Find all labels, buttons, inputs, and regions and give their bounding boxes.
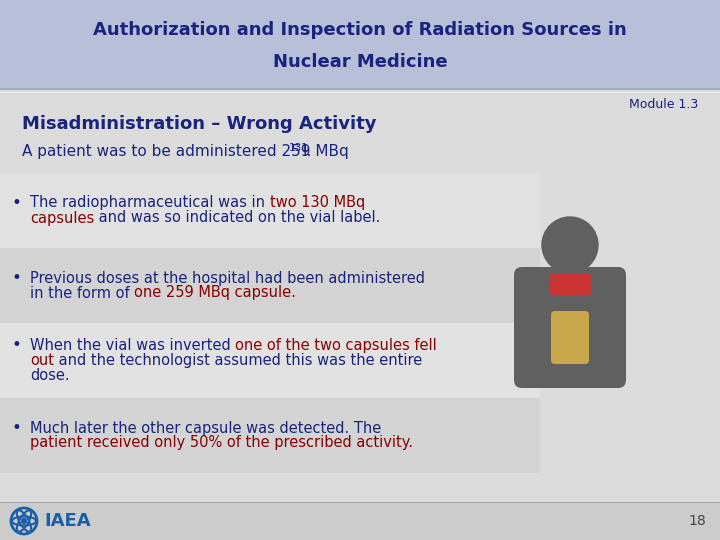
FancyBboxPatch shape xyxy=(560,245,580,280)
Text: capsules: capsules xyxy=(30,211,94,226)
FancyBboxPatch shape xyxy=(551,311,589,364)
Circle shape xyxy=(22,518,27,523)
FancyBboxPatch shape xyxy=(0,323,540,398)
Text: •: • xyxy=(11,336,21,354)
Text: Authorization and Inspection of Radiation Sources in: Authorization and Inspection of Radiatio… xyxy=(93,21,627,39)
FancyBboxPatch shape xyxy=(0,173,540,248)
Text: one of the two capsules fell: one of the two capsules fell xyxy=(235,338,437,353)
Text: When the vial was inverted: When the vial was inverted xyxy=(30,338,235,353)
Text: two 130 MBq: two 130 MBq xyxy=(269,195,365,211)
Text: dose.: dose. xyxy=(30,368,70,383)
Text: •: • xyxy=(11,269,21,287)
Text: Previous doses at the hospital had been administered: Previous doses at the hospital had been … xyxy=(30,271,425,286)
Text: IAEA: IAEA xyxy=(44,512,91,530)
Text: out: out xyxy=(30,353,54,368)
Text: and was so indicated on the vial label.: and was so indicated on the vial label. xyxy=(94,211,381,226)
Text: Nuclear Medicine: Nuclear Medicine xyxy=(273,53,447,71)
Text: 131: 131 xyxy=(289,143,309,153)
Text: The radiopharmaceutical was in: The radiopharmaceutical was in xyxy=(30,195,269,211)
FancyBboxPatch shape xyxy=(0,0,720,88)
Circle shape xyxy=(542,217,598,273)
FancyBboxPatch shape xyxy=(549,274,591,295)
Text: A patient was to be administered 259 MBq: A patient was to be administered 259 MBq xyxy=(22,144,354,159)
Text: Much later the other capsule was detected. The: Much later the other capsule was detecte… xyxy=(30,421,382,435)
FancyBboxPatch shape xyxy=(514,267,626,388)
Text: I.: I. xyxy=(302,144,311,159)
Text: 18: 18 xyxy=(688,514,706,528)
Text: Misadministration – Wrong Activity: Misadministration – Wrong Activity xyxy=(22,115,377,133)
Text: •: • xyxy=(11,194,21,212)
FancyBboxPatch shape xyxy=(0,248,540,323)
FancyBboxPatch shape xyxy=(0,502,720,540)
Text: Module 1.3: Module 1.3 xyxy=(629,98,698,111)
Text: in the form of: in the form of xyxy=(30,286,134,300)
Text: patient received only 50% of the prescribed activity.: patient received only 50% of the prescri… xyxy=(30,435,413,450)
FancyBboxPatch shape xyxy=(0,398,540,473)
Text: •: • xyxy=(11,419,21,437)
Text: one 259 MBq capsule.: one 259 MBq capsule. xyxy=(134,286,296,300)
Text: and the technologist assumed this was the entire: and the technologist assumed this was th… xyxy=(54,353,422,368)
